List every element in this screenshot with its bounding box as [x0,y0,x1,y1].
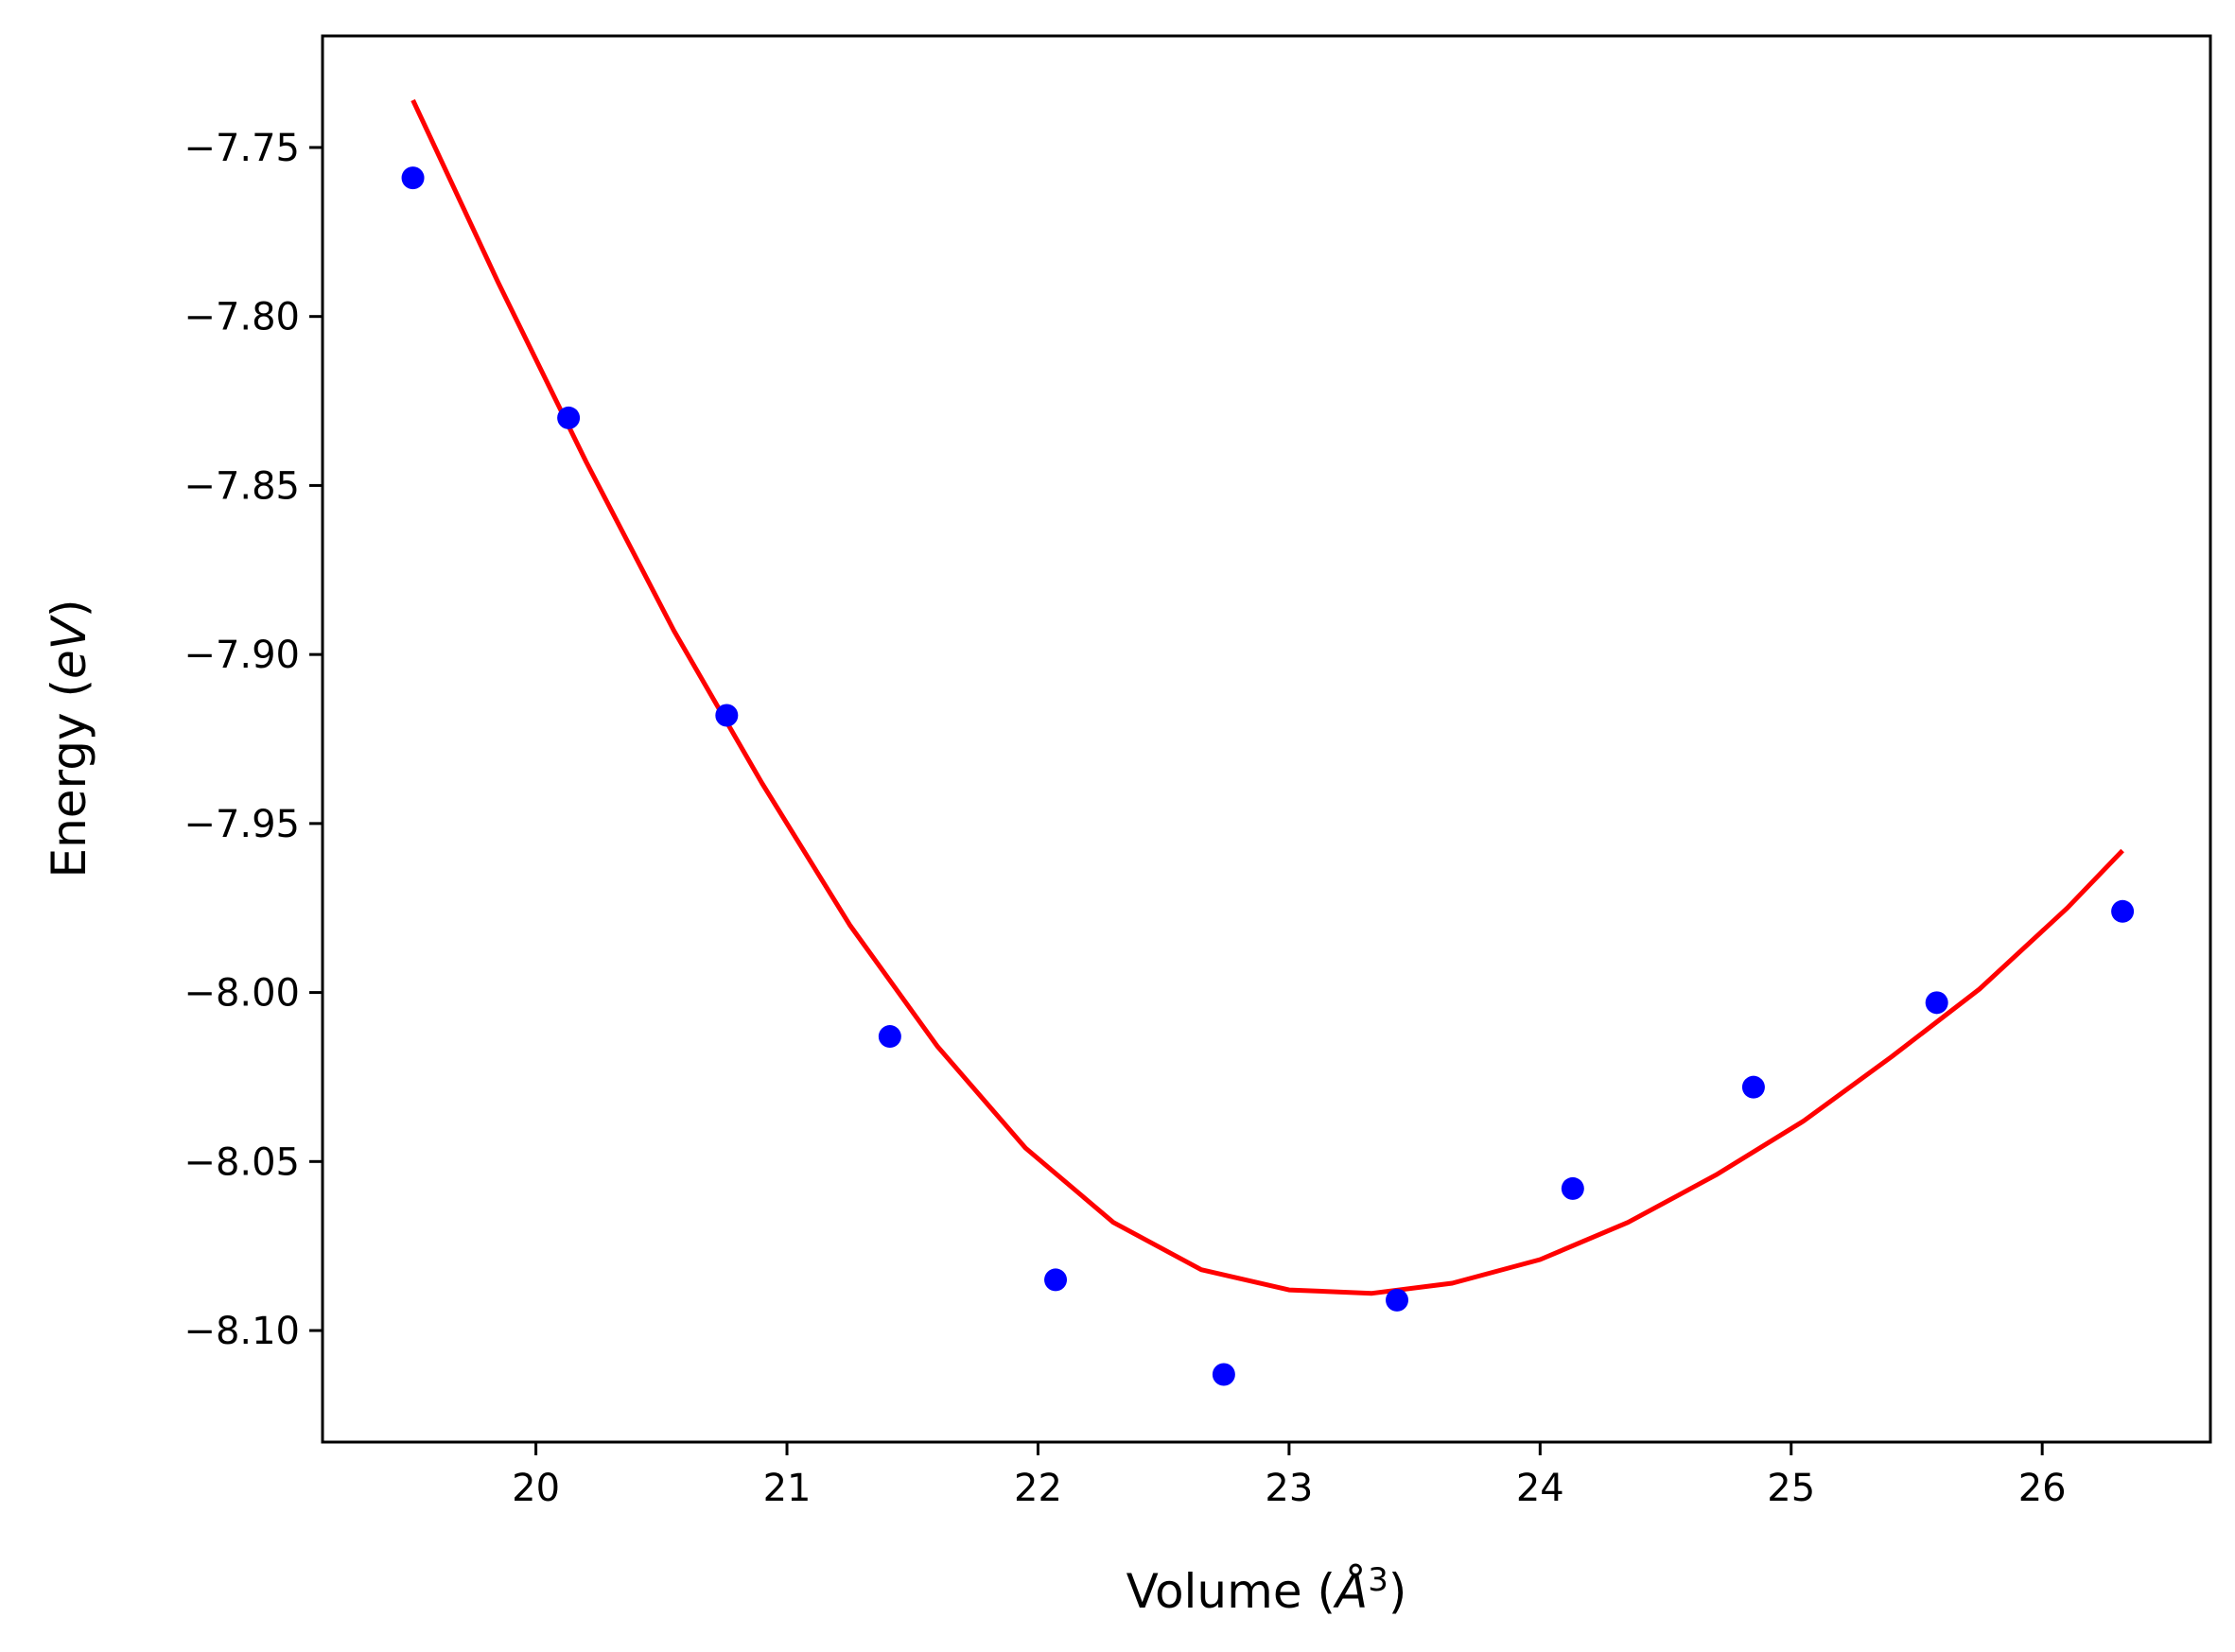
y-axis-label-unit: eV [42,614,96,679]
x-axis-label-unit: Å [1333,1564,1368,1619]
y-tick-label: −7.95 [183,803,300,846]
data-point [1386,1288,1409,1312]
x-tick-label: 22 [1014,1467,1062,1510]
data-point [878,1025,901,1049]
x-axis-label-exponent: 3 [1368,1561,1388,1599]
plot-content [401,98,2135,1386]
x-tick-label: 20 [512,1467,560,1510]
x-axis-label-prefix: Volume ( [1126,1564,1336,1619]
x-tick-label: 24 [1516,1467,1564,1510]
y-axis-label: Energy (eV) [42,600,96,878]
y-tick-label: −8.05 [183,1140,300,1184]
data-point [1212,1363,1235,1386]
x-tick-label: 21 [763,1467,812,1510]
x-tick-label: 25 [1767,1467,1815,1510]
data-point [557,406,581,429]
y-axis-label-suffix: ) [42,600,96,618]
y-tick-label: −7.80 [183,296,300,339]
y-tick-label: −7.85 [183,464,300,508]
data-point [1741,1075,1765,1099]
x-axis-label-suffix: ) [1388,1564,1407,1619]
data-point [1044,1268,1068,1292]
x-tick-label: 23 [1265,1467,1313,1510]
y-tick-label: −8.10 [183,1310,300,1353]
y-axis-label-prefix: Energy ( [42,679,96,878]
plot-frame [321,34,2212,1444]
x-tick-label: 26 [2018,1467,2067,1510]
data-point [1561,1176,1584,1200]
data-point [401,166,425,190]
data-point [715,704,739,727]
data-point [2111,899,2135,923]
y-tick-label: −7.75 [183,127,300,170]
x-axis-label: Volume (Å3) [1126,1561,1407,1619]
y-tick-label: −8.00 [183,972,300,1016]
x-axis-ticks: 20 21 22 23 24 25 26 [512,1442,2067,1510]
data-point [1925,991,1948,1015]
fit-curve [410,98,2124,1296]
y-tick-label: −7.90 [183,634,300,677]
y-axis-ticks: −7.75 −7.80 −7.85 −7.90 −7.95 −8.00 −8.05 −8.10 [183,127,323,1353]
